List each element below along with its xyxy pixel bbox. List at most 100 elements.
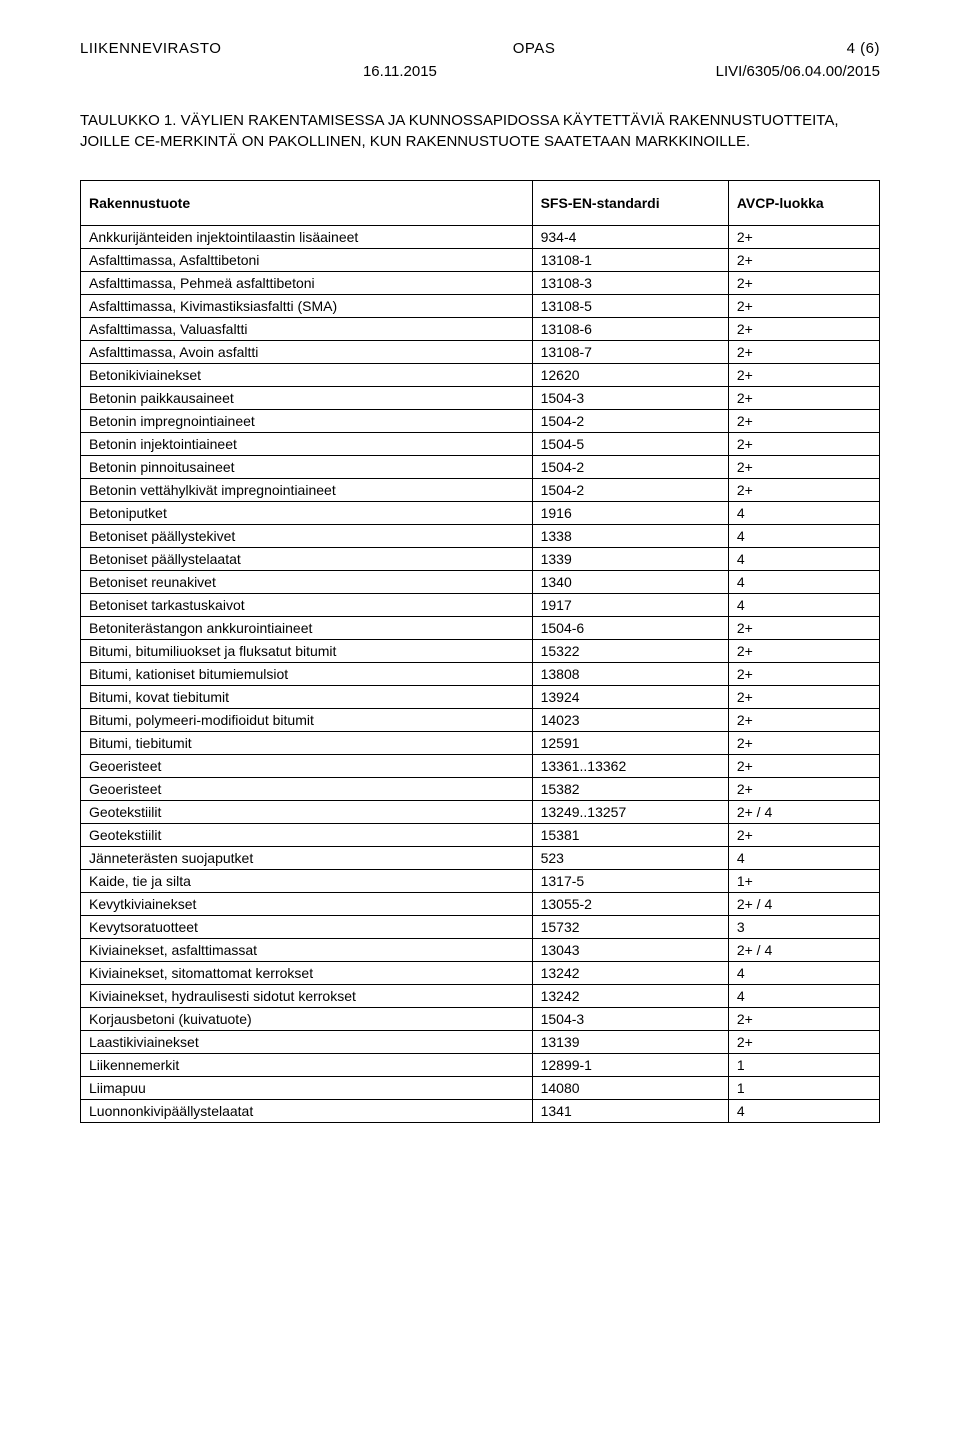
- cell-avcp: 2+: [728, 755, 879, 778]
- cell-product: Korjausbetoni (kuivatuote): [81, 1008, 533, 1031]
- cell-product: Asfalttimassa, Avoin asfaltti: [81, 341, 533, 364]
- table-row: Betoniset päällystekivet13384: [81, 525, 880, 548]
- cell-standard: 12591: [532, 732, 728, 755]
- table-row: Bitumi, bitumiliuokset ja fluksatut bitu…: [81, 640, 880, 663]
- table-row: Asfalttimassa, Avoin asfaltti13108-72+: [81, 341, 880, 364]
- cell-standard: 15732: [532, 916, 728, 939]
- table-row: Liikennemerkit12899-11: [81, 1054, 880, 1077]
- cell-product: Liikennemerkit: [81, 1054, 533, 1077]
- cell-product: Asfalttimassa, Valuasfaltti: [81, 318, 533, 341]
- cell-product: Kiviainekset, asfalttimassat: [81, 939, 533, 962]
- cell-standard: 13242: [532, 962, 728, 985]
- table-row: Asfalttimassa, Asfalttibetoni13108-12+: [81, 249, 880, 272]
- cell-avcp: 2+: [728, 387, 879, 410]
- cell-standard: 1340: [532, 571, 728, 594]
- cell-standard: 1504-5: [532, 433, 728, 456]
- cell-avcp: 4: [728, 525, 879, 548]
- cell-avcp: 4: [728, 548, 879, 571]
- header-doctype: OPAS: [513, 40, 556, 57]
- cell-standard: 523: [532, 847, 728, 870]
- header-docid: LIVI/6305/06.04.00/2015: [716, 63, 880, 80]
- header-pagenum: 4 (6): [847, 40, 880, 57]
- cell-standard: 1917: [532, 594, 728, 617]
- cell-standard: 934-4: [532, 226, 728, 249]
- cell-avcp: 4: [728, 962, 879, 985]
- table-header-row: Rakennustuote SFS-EN-standardi AVCP-luok…: [81, 181, 880, 226]
- table-caption: TAULUKKO 1. VÄYLIEN RAKENTAMISESSA JA KU…: [80, 110, 880, 152]
- cell-avcp: 2+: [728, 295, 879, 318]
- cell-standard: 1341: [532, 1100, 728, 1123]
- cell-product: Geotekstiilit: [81, 801, 533, 824]
- cell-product: Geoeristeet: [81, 778, 533, 801]
- cell-standard: 13361..13362: [532, 755, 728, 778]
- cell-standard: 13055-2: [532, 893, 728, 916]
- cell-standard: 12620: [532, 364, 728, 387]
- table-row: Betonin vettähylkivät impregnointiaineet…: [81, 479, 880, 502]
- table-row: Jänneterästen suojaputket5234: [81, 847, 880, 870]
- table-row: Betoniputket19164: [81, 502, 880, 525]
- col-header-standard: SFS-EN-standardi: [532, 181, 728, 226]
- table-row: Liimapuu140801: [81, 1077, 880, 1100]
- cell-avcp: 4: [728, 985, 879, 1008]
- cell-avcp: 2+: [728, 456, 879, 479]
- cell-product: Betonikiviainekset: [81, 364, 533, 387]
- cell-avcp: 2+: [728, 617, 879, 640]
- cell-avcp: 2+ / 4: [728, 893, 879, 916]
- cell-avcp: 2+: [728, 341, 879, 364]
- cell-product: Kevytsoratuotteet: [81, 916, 533, 939]
- cell-avcp: 2+: [728, 318, 879, 341]
- table-row: Bitumi, kationiset bitumiemulsiot138082+: [81, 663, 880, 686]
- cell-product: Betonin injektointiaineet: [81, 433, 533, 456]
- cell-avcp: 4: [728, 1100, 879, 1123]
- cell-avcp: 2+: [728, 778, 879, 801]
- cell-product: Kaide, tie ja silta: [81, 870, 533, 893]
- cell-standard: 15381: [532, 824, 728, 847]
- cell-avcp: 1: [728, 1077, 879, 1100]
- table-row: Betonin paikkausaineet1504-32+: [81, 387, 880, 410]
- cell-standard: 1504-2: [532, 479, 728, 502]
- cell-avcp: 3: [728, 916, 879, 939]
- cell-product: Asfalttimassa, Pehmeä asfalttibetoni: [81, 272, 533, 295]
- table-row: Laastikiviainekset131392+: [81, 1031, 880, 1054]
- cell-standard: 15322: [532, 640, 728, 663]
- cell-avcp: 2+: [728, 640, 879, 663]
- cell-standard: 1504-2: [532, 410, 728, 433]
- table-row: Bitumi, polymeeri-modifioidut bitumit140…: [81, 709, 880, 732]
- cell-product: Betonin pinnoitusaineet: [81, 456, 533, 479]
- cell-product: Betoniset tarkastuskaivot: [81, 594, 533, 617]
- cell-avcp: 2+: [728, 479, 879, 502]
- header-date: 16.11.2015: [363, 63, 437, 80]
- cell-product: Kiviainekset, sitomattomat kerrokset: [81, 962, 533, 985]
- table-row: Geotekstiilit153812+: [81, 824, 880, 847]
- cell-product: Betoniterästangon ankkurointiaineet: [81, 617, 533, 640]
- cell-product: Betonin vettähylkivät impregnointiaineet: [81, 479, 533, 502]
- cell-standard: 14023: [532, 709, 728, 732]
- col-header-avcp: AVCP-luokka: [728, 181, 879, 226]
- table-row: Ankkurijänteiden injektointilaastin lisä…: [81, 226, 880, 249]
- table-body: Ankkurijänteiden injektointilaastin lisä…: [81, 226, 880, 1123]
- document-page: LIIKENNEVIRASTO OPAS 4 (6) . 16.11.2015 …: [0, 0, 960, 1183]
- table-row: Betoniset päällystelaatat13394: [81, 548, 880, 571]
- cell-standard: 1339: [532, 548, 728, 571]
- cell-standard: 13242: [532, 985, 728, 1008]
- cell-product: Bitumi, kationiset bitumiemulsiot: [81, 663, 533, 686]
- cell-avcp: 2+: [728, 433, 879, 456]
- cell-avcp: 2+: [728, 663, 879, 686]
- cell-standard: 1504-6: [532, 617, 728, 640]
- cell-product: Asfalttimassa, Asfalttibetoni: [81, 249, 533, 272]
- cell-product: Bitumi, bitumiliuokset ja fluksatut bitu…: [81, 640, 533, 663]
- cell-standard: 13108-1: [532, 249, 728, 272]
- cell-avcp: 2+: [728, 364, 879, 387]
- cell-standard: 13139: [532, 1031, 728, 1054]
- cell-standard: 1916: [532, 502, 728, 525]
- cell-product: Bitumi, kovat tiebitumit: [81, 686, 533, 709]
- cell-standard: 14080: [532, 1077, 728, 1100]
- cell-avcp: 1+: [728, 870, 879, 893]
- cell-product: Laastikiviainekset: [81, 1031, 533, 1054]
- header-org: LIIKENNEVIRASTO: [80, 40, 221, 57]
- table-row: Kaide, tie ja silta1317-51+: [81, 870, 880, 893]
- cell-standard: 1504-2: [532, 456, 728, 479]
- cell-product: Bitumi, polymeeri-modifioidut bitumit: [81, 709, 533, 732]
- cell-product: Bitumi, tiebitumit: [81, 732, 533, 755]
- cell-avcp: 2+: [728, 686, 879, 709]
